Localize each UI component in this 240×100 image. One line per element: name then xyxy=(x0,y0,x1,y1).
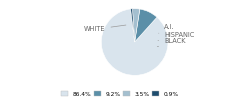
Wedge shape xyxy=(132,9,140,42)
Text: BLACK: BLACK xyxy=(157,38,186,47)
Text: A.I.: A.I. xyxy=(159,24,174,33)
Text: HISPANIC: HISPANIC xyxy=(158,32,194,41)
Wedge shape xyxy=(135,9,157,42)
Wedge shape xyxy=(131,9,135,42)
Wedge shape xyxy=(101,9,168,75)
Legend: 86.4%, 9.2%, 3.5%, 0.9%: 86.4%, 9.2%, 3.5%, 0.9% xyxy=(61,91,179,97)
Text: WHITE: WHITE xyxy=(84,25,126,32)
